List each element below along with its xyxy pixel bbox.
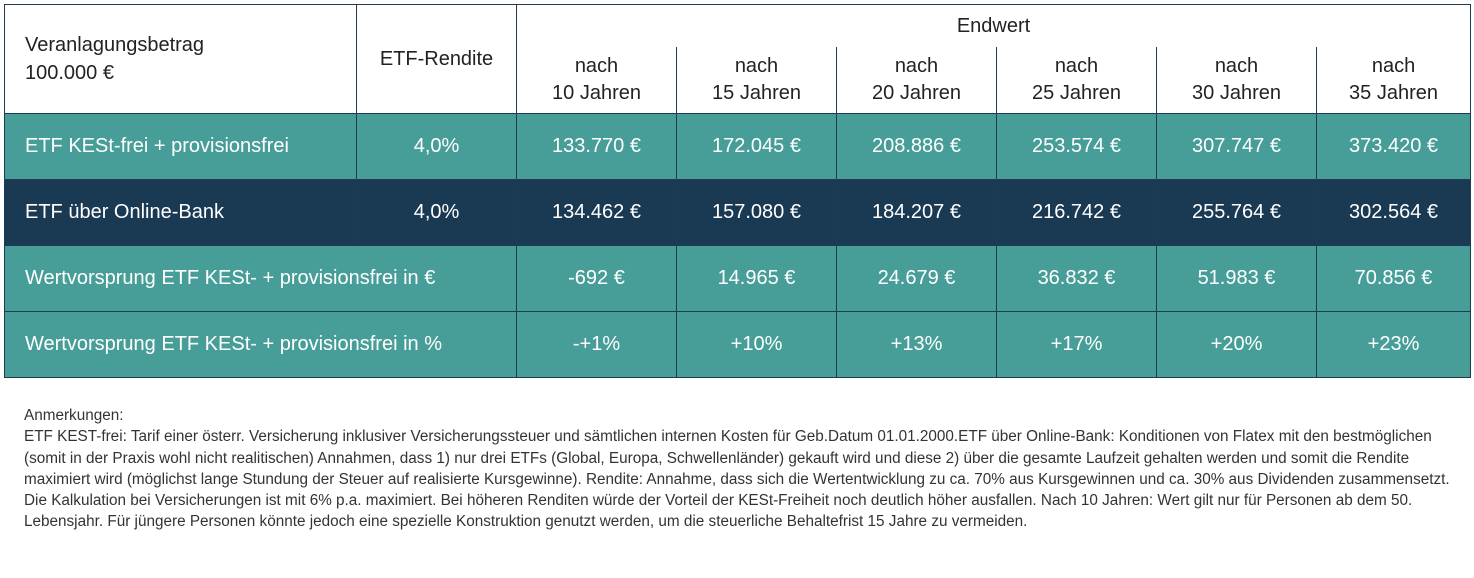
year-header: nach 15 Jahren — [676, 47, 837, 114]
row-label: Wertvorsprung ETF KESt- + provisionsfrei… — [4, 311, 517, 378]
rendite-cell: 4,0% — [356, 179, 517, 246]
notes-text: ETF KEST-frei: Tarif einer österr. Versi… — [24, 428, 1450, 531]
value-cell: +10% — [676, 311, 837, 378]
table-row: Wertvorsprung ETF KESt- + provisionsfrei… — [4, 245, 1472, 312]
notes-heading: Anmerkungen: — [24, 407, 124, 424]
row-label: ETF über Online-Bank — [4, 179, 357, 246]
value-cell: 373.420 € — [1315, 113, 1472, 180]
value-cell: 184.207 € — [836, 179, 997, 246]
table-row: Wertvorsprung ETF KESt- + provisionsfrei… — [4, 311, 1472, 378]
value-cell: 255.764 € — [1156, 179, 1317, 246]
value-cell: 133.770 € — [516, 113, 677, 180]
value-cell: 14.965 € — [676, 245, 837, 312]
amount-label: Veranlagungsbetrag — [25, 34, 205, 56]
value-cell: 157.080 € — [676, 179, 837, 246]
year-header: nach 20 Jahren — [836, 47, 997, 114]
value-cell: -+1% — [516, 311, 677, 378]
year-header: nach 35 Jahren — [1315, 47, 1472, 114]
year-header: nach 25 Jahren — [996, 47, 1157, 114]
value-cell: 51.983 € — [1156, 245, 1317, 312]
notes-section: Anmerkungen: ETF KEST-frei: Tarif einer … — [24, 405, 1454, 533]
value-cell: 216.742 € — [996, 179, 1157, 246]
value-cell: 253.574 € — [996, 113, 1157, 180]
table-row: ETF über Online-Bank 4,0% 134.462 € 157.… — [4, 179, 1472, 246]
value-cell: 70.856 € — [1315, 245, 1472, 312]
value-cell: +17% — [996, 311, 1157, 378]
comparison-table: Veranlagungsbetrag 100.000 € ETF-Rendite… — [4, 4, 1472, 378]
value-cell: 24.679 € — [836, 245, 997, 312]
value-cell: 134.462 € — [516, 179, 677, 246]
value-cell: 307.747 € — [1156, 113, 1317, 180]
row-label: Wertvorsprung ETF KESt- + provisionsfrei… — [4, 245, 517, 312]
table-row: ETF KESt-frei + provisionsfrei 4,0% 133.… — [4, 113, 1472, 180]
amount-value: 100.000 € — [25, 62, 114, 84]
amount-header-cell: Veranlagungsbetrag 100.000 € — [4, 4, 357, 114]
rendite-header: ETF-Rendite — [356, 4, 517, 114]
year-header: nach 30 Jahren — [1156, 47, 1317, 114]
value-cell: +20% — [1156, 311, 1317, 378]
value-cell: 172.045 € — [676, 113, 837, 180]
value-cell: 36.832 € — [996, 245, 1157, 312]
year-header: nach 10 Jahren — [516, 47, 677, 114]
rendite-cell: 4,0% — [356, 113, 517, 180]
value-cell: 208.886 € — [836, 113, 997, 180]
endwert-header: Endwert — [515, 4, 1472, 47]
row-label: ETF KESt-frei + provisionsfrei — [4, 113, 357, 180]
value-cell: +13% — [836, 311, 997, 378]
value-cell: +23% — [1315, 311, 1472, 378]
value-cell: -692 € — [516, 245, 677, 312]
value-cell: 302.564 € — [1315, 179, 1472, 246]
